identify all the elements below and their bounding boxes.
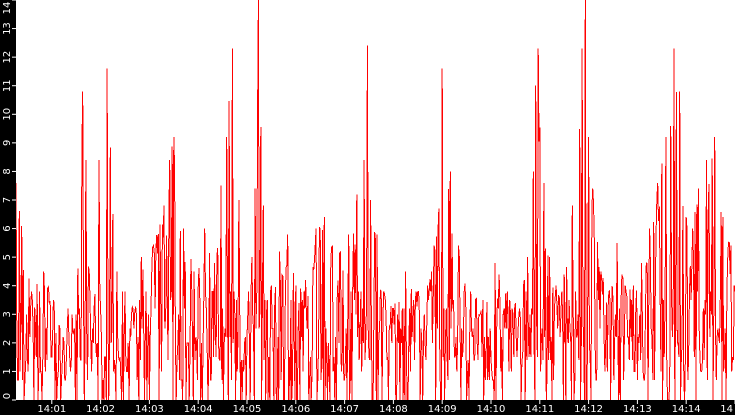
y-tick-label: 5 — [2, 254, 13, 260]
y-tick-label: 9 — [2, 140, 13, 146]
x-axis-strip — [0, 400, 735, 415]
y-axis-strip — [0, 0, 16, 415]
x-tick-label: 14:02 — [86, 404, 115, 415]
x-tick-label: 14:09 — [428, 404, 457, 415]
x-tick-label: 14 — [720, 404, 733, 415]
x-tick-label: 14:05 — [233, 404, 262, 415]
series-layer — [15, 0, 735, 401]
x-tick-label: 14:11 — [525, 404, 554, 415]
x-tick-label: 14:10 — [477, 404, 506, 415]
y-tick-label: 14 — [2, 2, 13, 15]
y-tick-label: 6 — [2, 225, 13, 231]
x-tick-label: 14:04 — [184, 404, 213, 415]
y-tick-label: 11 — [2, 79, 13, 92]
y-tick-label: 2 — [2, 340, 13, 346]
y-tick-label: 3 — [2, 311, 13, 317]
x-tick-label: 14:12 — [574, 404, 603, 415]
x-tick-label: 14:08 — [379, 404, 408, 415]
y-tick-label: 10 — [2, 108, 13, 121]
y-tick-label: 8 — [2, 168, 13, 174]
x-tick-label: 14:01 — [37, 404, 66, 415]
y-tick-label: 12 — [2, 51, 13, 64]
x-tick-label: 14:07 — [330, 404, 359, 415]
series-line — [15, 0, 735, 401]
y-tick-label: 13 — [2, 22, 13, 35]
y-tick-label: 4 — [2, 283, 13, 289]
y-tick-label: 7 — [2, 197, 13, 203]
x-tick-label: 14:06 — [281, 404, 310, 415]
y-tick-label: 1 — [2, 368, 13, 374]
x-tick-label: 14:03 — [135, 404, 164, 415]
y-tick-label: 0 — [2, 393, 13, 399]
x-tick-label: 14:14 — [672, 404, 701, 415]
x-tick-label: 14:13 — [623, 404, 652, 415]
